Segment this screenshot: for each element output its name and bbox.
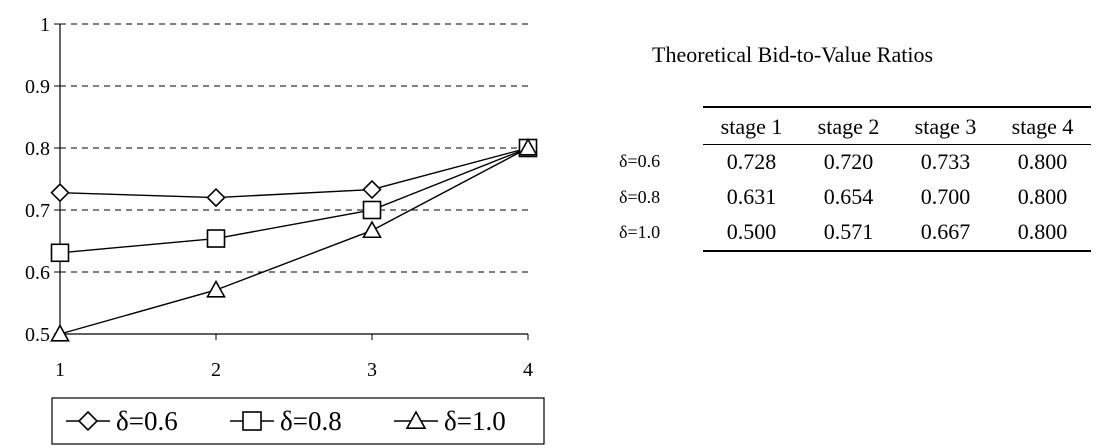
series-line-triangle [59,147,529,335]
table-cell: 0.500 [703,215,800,252]
table-row: δ=1.0 0.500 0.571 0.667 0.800 [615,215,1091,252]
header-stage-2: stage 2 [800,106,897,145]
x-tick-label: 3 [367,359,377,381]
diamond-marker [206,187,226,208]
table-cell: 0.800 [1017,184,1068,209]
square-marker [206,229,226,248]
diamond-marker [362,179,382,200]
row-label: δ=0.6 [619,151,661,172]
table-cell: 0.700 [920,184,971,209]
legend-box [51,397,545,445]
legend-label: δ=1.0 [444,406,506,436]
x-tick-label: 2 [211,359,221,381]
square-marker [50,243,70,263]
x-tick-label: 4 [523,359,533,381]
diamond-marker [50,183,70,203]
table-cell: 0.733 [920,149,971,174]
header-stage-1: stage 1 [703,106,800,145]
y-tick-label: 0.6 [25,262,50,284]
square-marker [362,200,382,220]
y-tick-label: 0.8 [25,138,50,160]
y-tick-label: 1 [40,14,50,36]
legend-label: δ=0.8 [280,406,342,436]
table-cell: 0.667 [897,215,994,252]
legend: δ=0.6 δ=0.8 δ=1.0 [51,397,545,445]
y-tick-label: 0.9 [25,76,50,98]
diamond-marker [77,410,99,432]
table-cell: 0.720 [823,149,874,174]
ratio-table: stage 1 stage 2 stage 3 stage 4 δ=0.6 0.… [615,106,1091,252]
row-label: δ=1.0 [619,222,661,242]
series-line-diamond [59,147,529,199]
y-tick-label: 0.7 [25,200,50,222]
y-tick-label: 0.5 [25,324,50,346]
table-cell: 0.800 [994,215,1091,252]
triangle-marker [362,220,382,239]
table-header-row: stage 1 stage 2 stage 3 stage 4 [615,106,1091,145]
table-corner-cell [615,107,703,145]
triangle-marker [405,410,427,430]
triangle-marker [518,137,538,156]
row-label: δ=0.8 [619,186,661,207]
series-lines [50,137,538,342]
legend-label: δ=0.6 [116,406,178,436]
series-line-square [59,147,529,254]
bid-value-chart: 0.5 0.6 0.7 0.8 0.9 1 1 2 3 4 δ=0.6 δ=0.8 δ=1.0 [25,14,545,445]
table-cell: 0.631 [726,184,777,209]
table-cell: 0.571 [800,215,897,252]
square-marker [242,411,262,431]
table-cell: 0.654 [823,184,874,209]
triangle-marker [206,279,226,298]
header-stage-3: stage 3 [897,106,994,145]
table-title: Theoretical Bid-to-Value Ratios [652,42,934,67]
axes: 0.5 0.6 0.7 0.8 0.9 1 1 2 3 4 [25,14,533,381]
grid-lines [60,23,528,273]
table-cell: 0.728 [726,149,777,174]
triangle-marker [50,323,70,342]
table-cell: 0.800 [1017,149,1068,174]
header-stage-4: stage 4 [994,106,1091,145]
x-tick-label: 1 [55,359,65,381]
table-row: δ=0.6 0.728 0.720 0.733 0.800 [615,145,1091,181]
table-row: δ=0.8 0.631 0.654 0.700 0.800 [615,180,1091,215]
